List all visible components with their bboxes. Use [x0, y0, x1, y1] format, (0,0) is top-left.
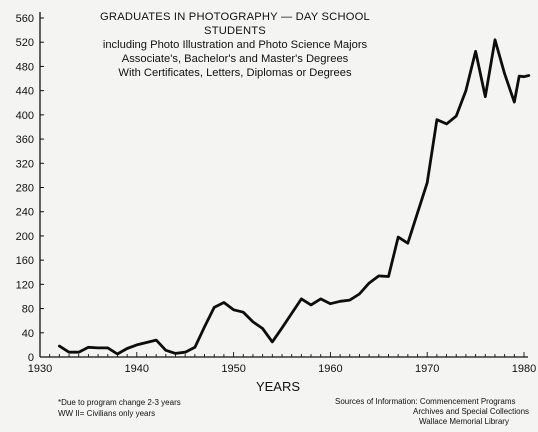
x-tick-label: 1940 — [125, 363, 149, 375]
y-tick-label: 440 — [16, 86, 34, 98]
title-line-1: GRADUATES IN PHOTOGRAPHY — DAY SCHOOL ST… — [100, 11, 370, 37]
y-tick-label: 320 — [16, 158, 34, 170]
x-tick-label: 1930 — [28, 363, 52, 375]
footnote-line: *Due to program change 2-3 years — [58, 398, 181, 407]
x-tick-label: 1970 — [415, 363, 439, 375]
y-tick-label: 360 — [16, 134, 34, 146]
footnote-line: WW II= Civilians only years — [58, 409, 156, 418]
title-line-3: Associate's, Bachelor's and Master's Deg… — [121, 53, 349, 65]
x-tick-label: 1950 — [221, 363, 245, 375]
y-tick-label: 80 — [22, 304, 34, 316]
y-tick-label: 520 — [16, 37, 34, 49]
title-line-2: including Photo Illustration and Photo S… — [102, 39, 368, 51]
y-tick-label: 280 — [16, 183, 34, 195]
y-tick-label: 40 — [22, 328, 34, 340]
sources-line: Sources of Information: Commencement Pro… — [335, 397, 516, 406]
series-line — [58, 38, 531, 356]
y-tick-label: 400 — [16, 110, 34, 122]
x-axis-label: YEARS — [256, 379, 300, 394]
chart-title: GRADUATES IN PHOTOGRAPHY — DAY SCHOOL ST… — [70, 10, 400, 80]
y-tick-label: 200 — [16, 231, 34, 243]
y-tick-label: 120 — [16, 279, 34, 291]
y-tick-label: 0 — [28, 352, 34, 364]
x-tick-label: 1980 — [512, 363, 536, 375]
x-tick-label: 1960 — [318, 363, 342, 375]
x-axis: 1930 1940 1950 1960 1970 1980 — [28, 352, 536, 375]
y-tick-label: 560 — [16, 13, 34, 25]
y-tick-label: 160 — [16, 255, 34, 267]
sources-line: Wallace Memorial Library — [419, 417, 509, 426]
y-tick-label: 480 — [16, 61, 34, 73]
series-graduates — [58, 38, 531, 356]
sources-line: Archives and Special Collections — [413, 407, 530, 416]
y-axis: 0 40 80 120 160 200 240 280 320 360 400 440 480 520 56… — [16, 12, 44, 364]
footnote-left: *Due to program change 2-3 years WW II= … — [58, 397, 181, 419]
title-line-4: With Certificates, Letters, Diplomas or … — [118, 67, 352, 79]
sources-note: Sources of Information: Commencement Pro… — [335, 397, 529, 427]
y-tick-label: 240 — [16, 207, 34, 219]
